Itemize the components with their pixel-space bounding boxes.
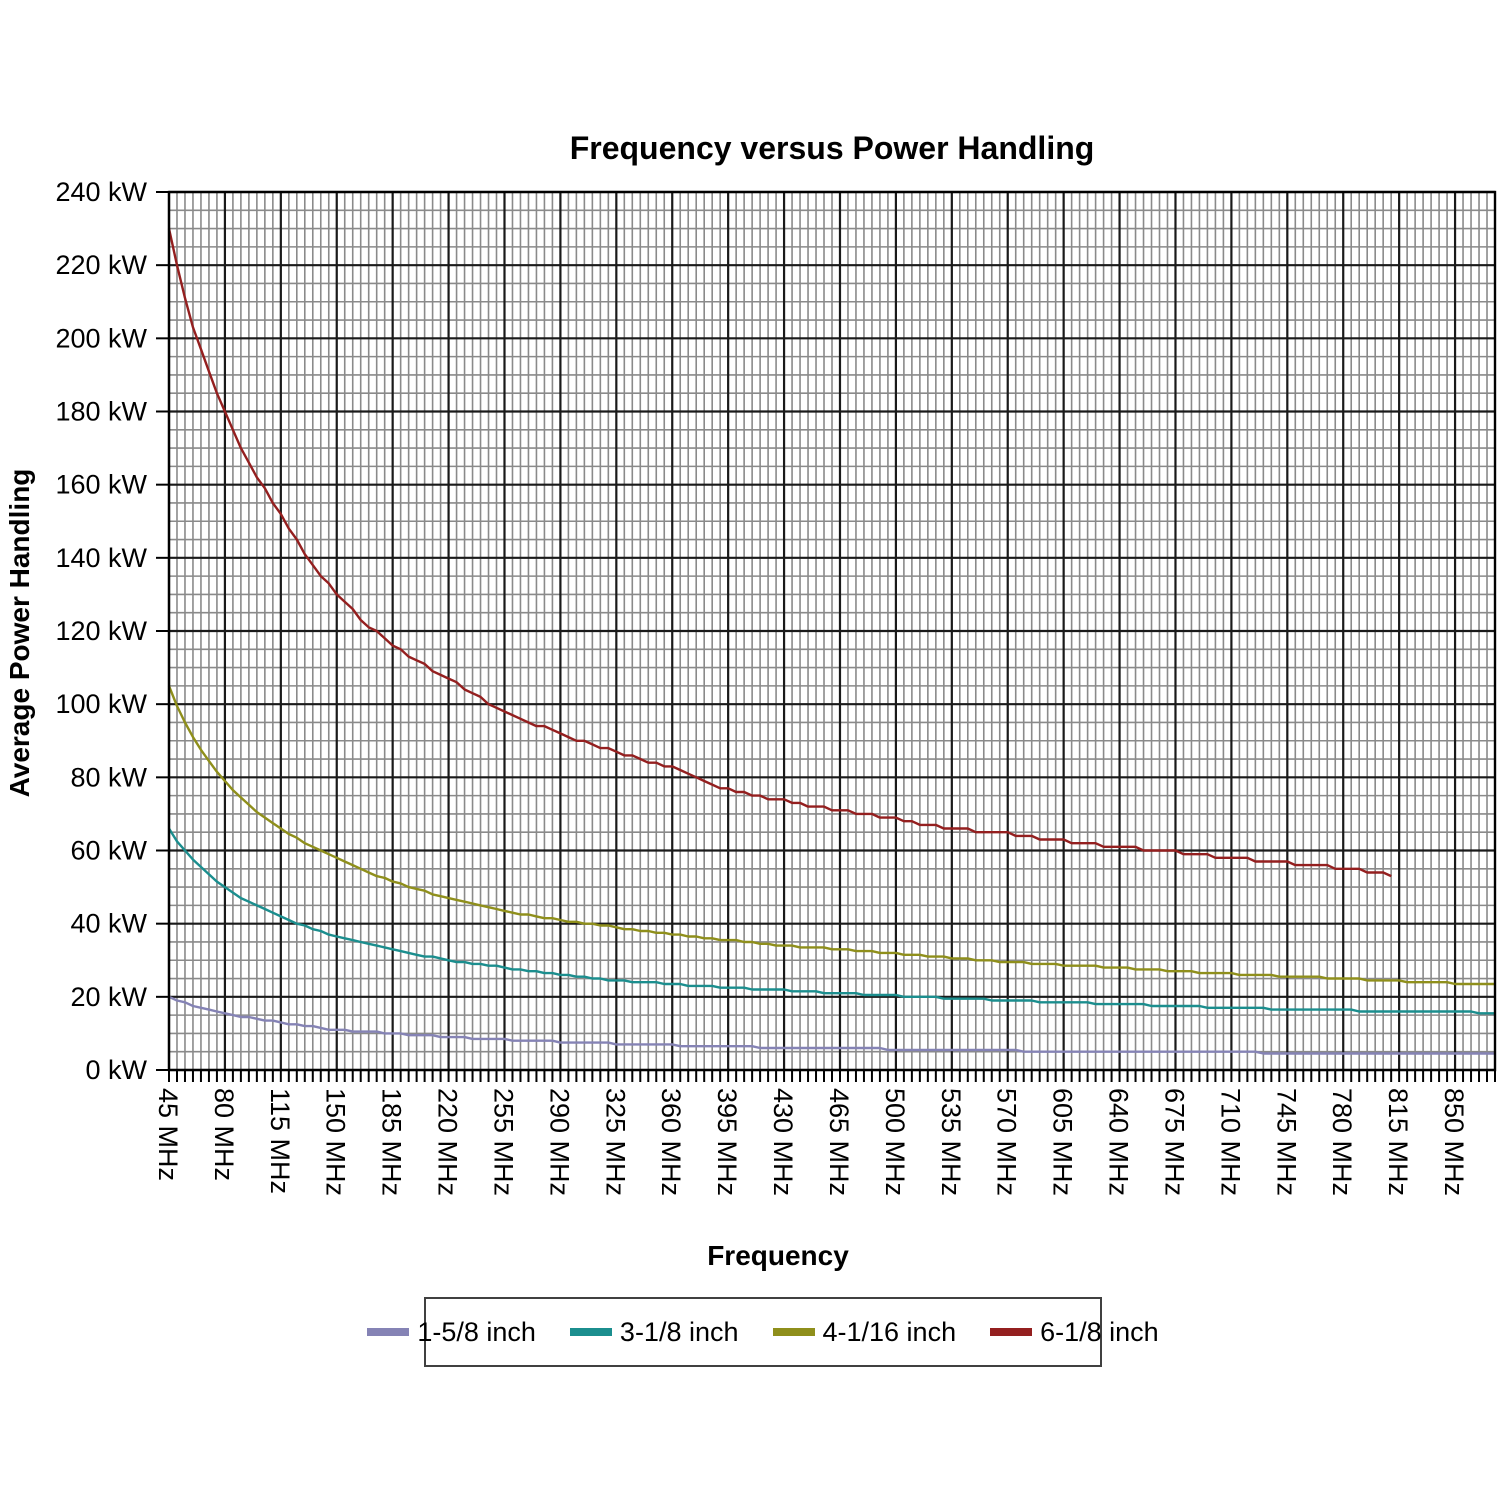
x-tick-label: 815 MHz: [1383, 1088, 1413, 1196]
x-tick-label: 605 MHz: [1048, 1088, 1078, 1196]
y-tick-label: 140 kW: [55, 543, 147, 573]
x-tick-label: 640 MHz: [1104, 1088, 1134, 1196]
x-tick-label: 45 MHz: [153, 1088, 183, 1181]
y-tick-label: 80 kW: [70, 762, 147, 792]
x-tick-label: 500 MHz: [880, 1088, 910, 1196]
y-tick-label: 40 kW: [70, 909, 147, 939]
series-line-4-1-16-inch: [167, 685, 1495, 986]
legend-label: 1-5/8 inch: [417, 1316, 536, 1347]
x-tick-label: 395 MHz: [712, 1088, 742, 1196]
legend-swatch-icon: [772, 1328, 815, 1336]
y-tick-label: 160 kW: [55, 470, 147, 500]
legend-label: 4-1/16 inch: [822, 1316, 957, 1347]
x-tick-label: 220 MHz: [433, 1088, 463, 1196]
legend-label: 6-1/8 inch: [1040, 1316, 1159, 1347]
y-tick-label: 240 kW: [55, 177, 147, 207]
x-tick-label: 780 MHz: [1327, 1088, 1357, 1196]
x-tick-label: 360 MHz: [656, 1088, 686, 1196]
y-tick-label: 180 kW: [55, 397, 147, 427]
legend: 1-5/8 inch 3-1/8 inch 4-1/16 inch 6-1/8 inc…: [367, 1297, 1159, 1367]
x-tick-label: 850 MHz: [1439, 1088, 1469, 1196]
y-tick-label: 120 kW: [55, 616, 147, 646]
legend-swatch-icon: [990, 1328, 1033, 1336]
x-axis-title: Frequency: [707, 1240, 849, 1271]
y-tick-label: 20 kW: [70, 982, 147, 1012]
y-tick-label: 0 kW: [85, 1055, 147, 1085]
y-tick-label: 220 kW: [55, 250, 147, 280]
x-tick-label: 535 MHz: [936, 1088, 966, 1196]
series-line-3-1-8-inch: [167, 827, 1495, 1015]
x-tick-label: 675 MHz: [1159, 1088, 1189, 1196]
x-tick-label: 465 MHz: [824, 1088, 854, 1196]
plot-border: [167, 190, 1497, 1072]
x-tick-label: 115 MHz: [265, 1088, 295, 1194]
x-tick-label: 430 MHz: [768, 1088, 798, 1196]
legend-swatch-icon: [569, 1328, 612, 1336]
legend-item-6-1-8-inch: 6-1/8 inch: [990, 1317, 1159, 1348]
legend-swatch-icon: [367, 1328, 410, 1336]
x-tick-label: 185 MHz: [377, 1088, 407, 1196]
x-tick-label: 710 MHz: [1215, 1088, 1245, 1196]
x-tick-label: 290 MHz: [544, 1088, 574, 1196]
series-line-6-1-8-inch: [167, 228, 1392, 878]
y-tick-label: 100 kW: [55, 689, 147, 719]
x-tick-label: 570 MHz: [992, 1088, 1022, 1196]
legend-item-1-5-8-inch: 1-5/8 inch: [367, 1317, 536, 1348]
chart-title: Frequency versus Power Handling: [569, 130, 1095, 166]
legend-item-4-1-16-inch: 4-1/16 inch: [772, 1316, 957, 1348]
y-tick-label: 60 kW: [70, 836, 147, 866]
legend-item-3-1-8-inch: 3-1/8 inch: [569, 1316, 739, 1348]
x-tick-label: 325 MHz: [600, 1088, 630, 1196]
x-tick-label: 80 MHz: [209, 1088, 239, 1181]
x-tick-label: 255 MHz: [488, 1088, 518, 1196]
series-line-1-5-8-inch: [168, 995, 1495, 1055]
legend-label: 3-1/8 inch: [619, 1316, 739, 1347]
x-tick-label: 150 MHz: [321, 1088, 351, 1196]
y-tick-label: 200 kW: [55, 323, 147, 353]
x-tick-label: 745 MHz: [1271, 1088, 1301, 1196]
